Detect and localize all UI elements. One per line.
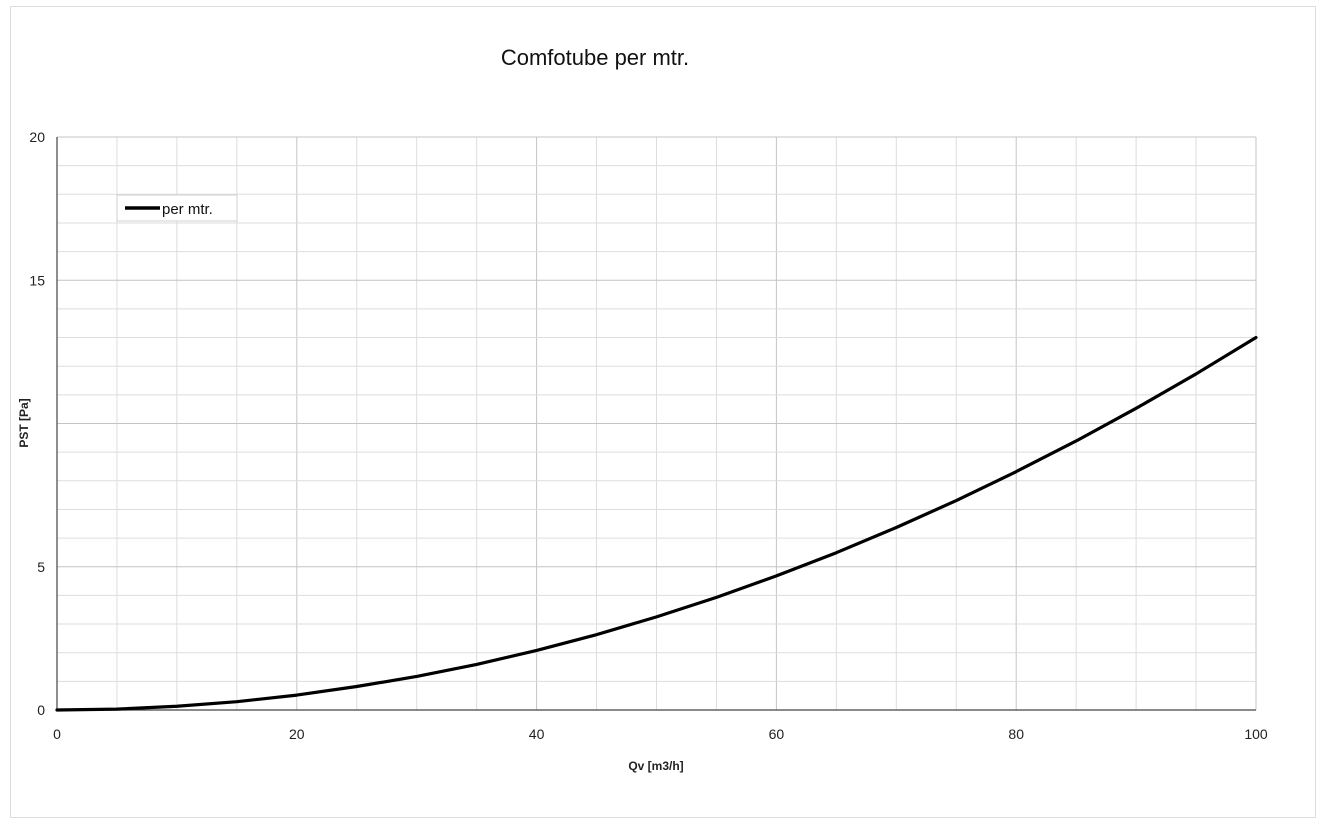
x-tick-label: 20 xyxy=(289,726,305,742)
x-tick-label: 40 xyxy=(529,726,545,742)
x-axis-label: Qv [m3/h] xyxy=(628,759,683,773)
tick-labels: 0 20 40 60 80 100 0 5 15 20 xyxy=(29,129,1267,742)
series-line-0 xyxy=(55,335,1258,712)
y-tick-label: 5 xyxy=(37,559,45,575)
y-axis-label: PST [Pa] xyxy=(17,398,31,447)
x-tick-label: 0 xyxy=(53,726,61,742)
y-tick-label: 0 xyxy=(37,702,45,718)
y-tick-label: 15 xyxy=(29,272,45,288)
chart-frame xyxy=(10,6,1316,818)
grid xyxy=(56,136,1257,711)
x-tick-label: 60 xyxy=(769,726,785,742)
x-tick-label: 80 xyxy=(1008,726,1024,742)
axes xyxy=(56,137,1256,711)
chart-title: Comfotube per mtr. xyxy=(501,45,689,70)
y-tick-label: 20 xyxy=(29,129,45,145)
legend: per mtr. xyxy=(116,194,238,222)
series-lines xyxy=(55,335,1258,712)
x-tick-label: 100 xyxy=(1244,726,1268,742)
legend-label: per mtr. xyxy=(162,201,213,218)
